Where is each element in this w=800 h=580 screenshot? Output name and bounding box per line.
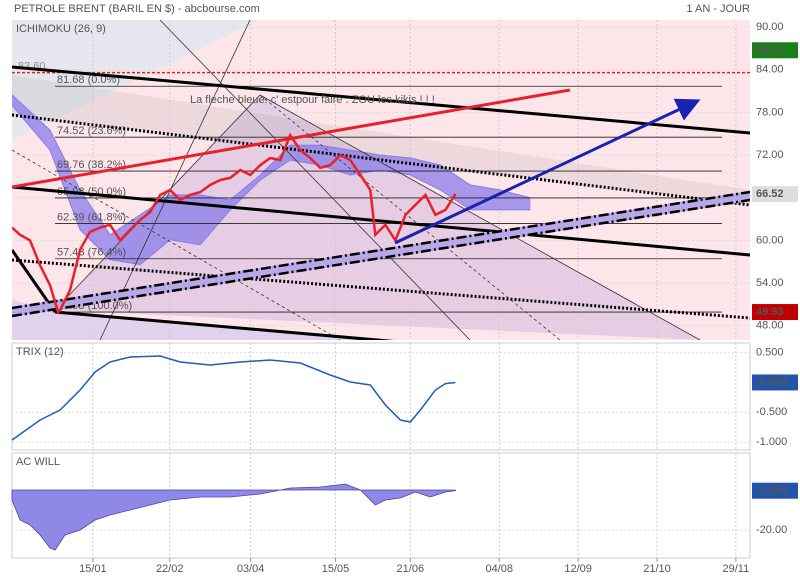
last-value-label: -0.000 bbox=[756, 376, 787, 388]
header-period: 1 AN - JOUR bbox=[686, 3, 750, 15]
series-area bbox=[11, 483, 456, 551]
trend-line bbox=[12, 190, 750, 310]
blue-arrow bbox=[394, 98, 701, 245]
y-tick-label: 0.500 bbox=[756, 346, 784, 358]
y-tick-label: 72.00 bbox=[756, 149, 784, 161]
fib-label: 69.76 (38.2%) bbox=[57, 159, 126, 171]
cloud-fill bbox=[12, 94, 531, 265]
fib-label: 62.39 (61.8%) bbox=[57, 211, 126, 223]
fan-line bbox=[259, 94, 701, 340]
y-tick-label: -20.00 bbox=[756, 524, 787, 536]
x-tick-label: 22/02 bbox=[156, 563, 184, 575]
last-value-label: -0.360 bbox=[756, 485, 787, 497]
last-value-label: 86.74 bbox=[756, 44, 784, 56]
last-value-label: 66.52 bbox=[756, 188, 784, 200]
series-line bbox=[12, 132, 457, 315]
series-line bbox=[11, 355, 456, 441]
channel-band bbox=[12, 191, 750, 317]
trend-line bbox=[12, 65, 750, 135]
y-tick-label: 78.00 bbox=[756, 106, 784, 118]
y-tick-label: -1.000 bbox=[756, 436, 787, 448]
last-value-label: 49.93 bbox=[756, 306, 784, 318]
trend-line bbox=[12, 258, 750, 320]
x-tick-label: 29/11 bbox=[722, 563, 749, 575]
y-tick-label: 84.00 bbox=[756, 64, 784, 76]
panel-title: ICHIMOKU (26, 9) bbox=[16, 23, 106, 35]
y-tick-label: 54.00 bbox=[756, 277, 784, 289]
header-title: PETROLE BRENT (BARIL EN $) - abcbourse.c… bbox=[14, 3, 260, 15]
panel-title: AC WILL bbox=[16, 456, 60, 468]
y-tick-label: 60.00 bbox=[756, 234, 784, 246]
fan-line bbox=[99, 20, 251, 340]
panel-title: TRIX (12) bbox=[16, 346, 64, 358]
last-value-box bbox=[752, 186, 798, 203]
fan-line bbox=[159, 20, 471, 340]
x-tick-label: 21/10 bbox=[643, 563, 671, 575]
trend-line bbox=[54, 310, 395, 340]
x-tick-label: 03/04 bbox=[237, 563, 265, 575]
x-tick-label: 21/06 bbox=[397, 563, 425, 575]
y-tick-label: 90.00 bbox=[756, 21, 784, 33]
annotation: La fleche bleue. c' estpour faire . ZOU … bbox=[190, 94, 435, 106]
shade bbox=[12, 75, 750, 205]
over-layer: La fleche bleue. c' estpour faire . ZOU … bbox=[12, 94, 457, 315]
fan-line bbox=[259, 94, 561, 340]
fib-label: 81.68 (0.0%) bbox=[57, 74, 120, 86]
fan-line bbox=[54, 94, 261, 311]
shade bbox=[12, 300, 380, 340]
trend-line bbox=[12, 185, 750, 257]
x-tick-label: 12/09 bbox=[564, 563, 592, 575]
fib-label: 57.43 (76.4%) bbox=[57, 247, 126, 259]
x-tick-label: 04/08 bbox=[486, 563, 514, 575]
y-tick-label: 48.00 bbox=[756, 320, 784, 332]
cloud-lower bbox=[12, 104, 531, 266]
last-value-box bbox=[752, 42, 798, 59]
shade bbox=[12, 20, 260, 140]
x-tick-label: 15/05 bbox=[322, 563, 350, 575]
y-tick-label: -0.500 bbox=[756, 406, 787, 418]
fan-lines bbox=[12, 20, 701, 340]
x-tick-label: 15/01 bbox=[79, 563, 107, 575]
last-value-box bbox=[752, 482, 798, 499]
last-value-box bbox=[752, 304, 798, 321]
panel-bg bbox=[11, 342, 751, 451]
last-value-box bbox=[752, 374, 798, 391]
trend-line bbox=[12, 198, 750, 318]
